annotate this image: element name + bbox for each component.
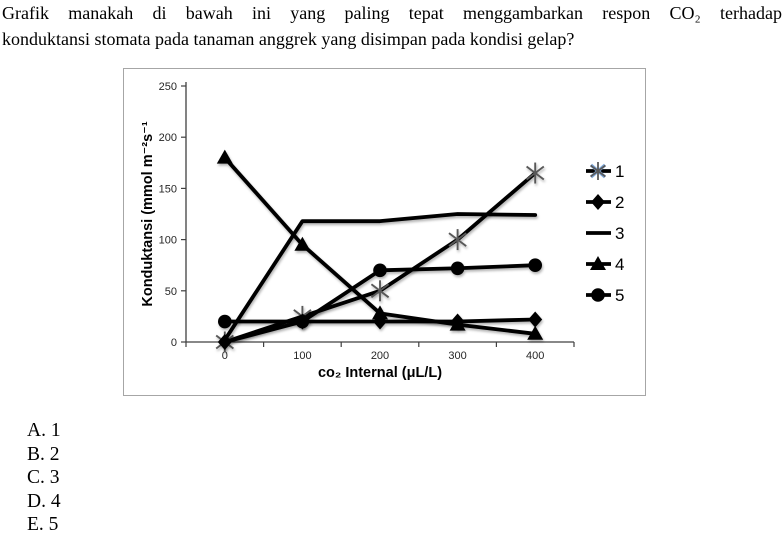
- legend-item-5: [586, 288, 611, 302]
- series-3: [222, 212, 538, 342]
- y-tick-label: 0: [171, 337, 177, 349]
- legend-label: 4: [615, 255, 624, 274]
- y-tick-label: 150: [159, 183, 177, 195]
- legend-label: 3: [615, 224, 624, 243]
- option-a: A. 1: [27, 420, 61, 441]
- x-axis-title: co₂ Internal (μL/L): [318, 365, 442, 381]
- y-tick-label: 200: [159, 132, 177, 144]
- legend-item-2: [586, 194, 611, 210]
- x-tick-label: 100: [293, 350, 311, 362]
- y-axis-title: Konduktansi (mmol m⁻²s⁻¹: [140, 121, 156, 306]
- conductance-line-chart: 0 50 100 150 200 250 0 100 200 300 400 co₂ Internal…: [140, 81, 624, 381]
- option-c: C. 3: [27, 467, 60, 488]
- question-text: Grafik manakah di bawah ini yang paling …: [0, 1, 784, 52]
- legend-item-1: [586, 162, 611, 180]
- y-tick-label: 100: [159, 235, 177, 247]
- answer-options: A. 1 B. 2 C. 3 D. 4 E. 5: [27, 419, 61, 537]
- legend-label: 5: [615, 286, 624, 305]
- question-line-1: Grafik manakah di bawah ini yang paling …: [2, 3, 782, 23]
- x-tick-label: 200: [371, 350, 389, 362]
- option-e: E. 5: [27, 514, 59, 535]
- x-tick-label: 0: [222, 350, 228, 362]
- x-tick-label: 400: [526, 350, 544, 362]
- series-4: [216, 149, 544, 340]
- series-5: [218, 258, 542, 329]
- legend-item-4: [586, 256, 611, 270]
- y-tick-label: 50: [165, 286, 177, 298]
- option-d: D. 4: [27, 490, 61, 512]
- legend-label: 2: [615, 193, 624, 212]
- chart-frame: 0 50 100 150 200 250 0 100 200 300 400 co₂ Internal…: [123, 68, 646, 396]
- option-b: B. 2: [27, 443, 60, 465]
- y-tick-label: 250: [159, 81, 177, 93]
- legend-label: 1: [615, 162, 624, 181]
- question-line-2: konduktansi stomata pada tanaman anggrek…: [2, 28, 575, 49]
- x-tick-label: 300: [448, 350, 466, 362]
